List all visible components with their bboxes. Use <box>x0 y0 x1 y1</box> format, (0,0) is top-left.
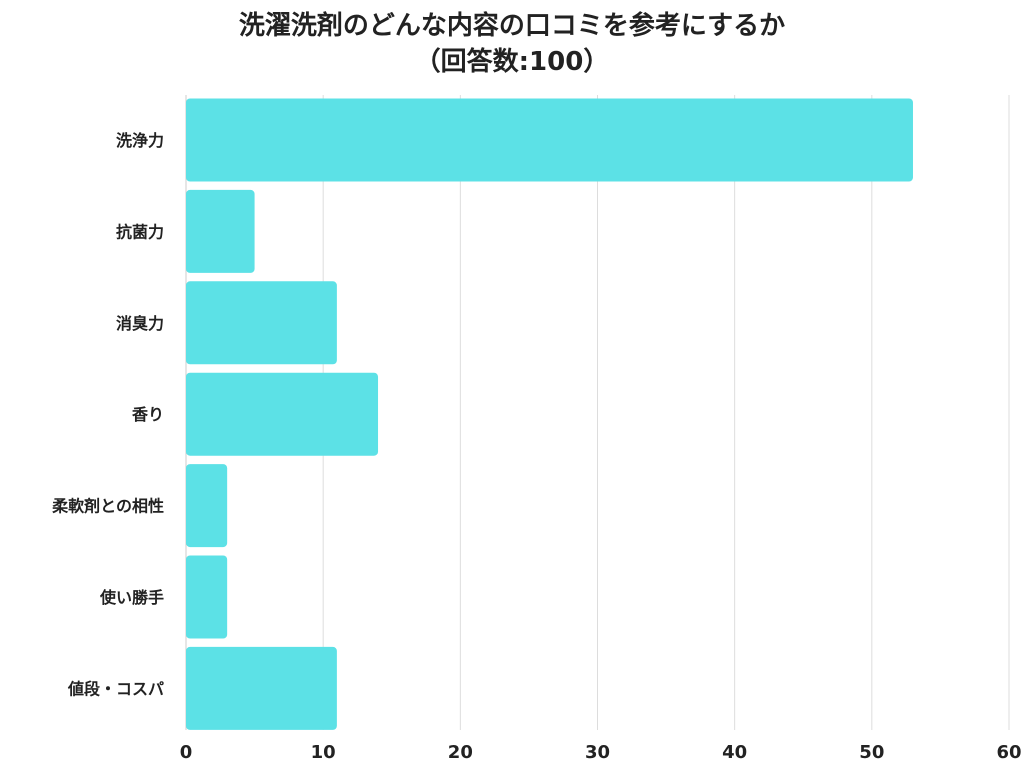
category-label: 洗浄力 <box>116 131 164 150</box>
bars <box>186 98 913 730</box>
x-tick-label: 60 <box>996 742 1021 763</box>
x-tick-label: 20 <box>448 742 473 763</box>
x-tick-label: 50 <box>859 742 884 763</box>
bar <box>186 555 228 639</box>
category-label: 使い勝手 <box>99 588 164 607</box>
category-label: 香り <box>131 405 164 424</box>
bar <box>186 646 337 730</box>
bar <box>186 464 228 548</box>
category-label: 抗菌力 <box>116 222 164 241</box>
x-tick-label: 40 <box>722 742 747 763</box>
chart-title-line-1: 洗濯洗剤のどんな内容の口コミを参考にするか <box>238 11 786 41</box>
bar <box>186 98 913 182</box>
x-tick-labels: 0 10 20 30 40 50 60 <box>180 742 1022 763</box>
bar <box>186 281 337 365</box>
chart-title: 洗濯洗剤のどんな内容の口コミを参考にするか （回答数:100） <box>0 8 1024 80</box>
x-tick-label: 30 <box>585 742 610 763</box>
category-label: 消臭力 <box>116 314 164 333</box>
chart-title-line-2: （回答数:100） <box>414 47 610 77</box>
bar <box>186 372 379 456</box>
category-label: 値段・コスパ <box>67 679 164 698</box>
category-label: 柔軟剤との相性 <box>51 497 164 516</box>
bar <box>186 189 255 273</box>
x-tick-label: 10 <box>311 742 336 763</box>
x-tick-label: 0 <box>180 742 193 763</box>
